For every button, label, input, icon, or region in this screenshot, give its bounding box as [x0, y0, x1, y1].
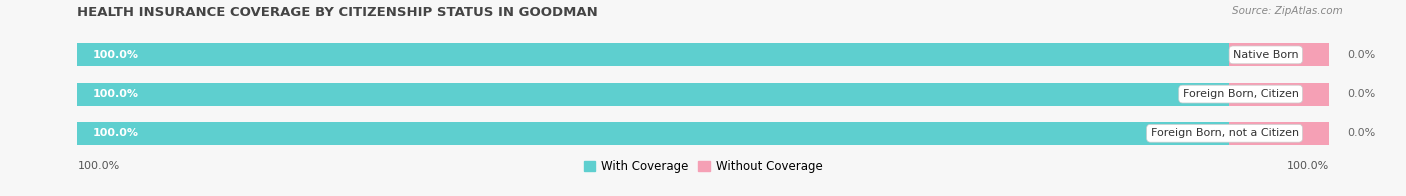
Bar [1229, 44, 1329, 66]
Text: HEALTH INSURANCE COVERAGE BY CITIZENSHIP STATUS IN GOODMAN: HEALTH INSURANCE COVERAGE BY CITIZENSHIP… [77, 6, 598, 19]
Bar [1229, 83, 1329, 105]
Text: 100.0%: 100.0% [93, 128, 138, 138]
Bar [77, 122, 1329, 145]
Text: Foreign Born, Citizen: Foreign Born, Citizen [1182, 89, 1299, 99]
Bar [77, 83, 1329, 105]
Bar [77, 44, 1329, 66]
Text: 100.0%: 100.0% [93, 50, 138, 60]
Text: 100.0%: 100.0% [77, 161, 120, 171]
Text: 0.0%: 0.0% [1347, 50, 1375, 60]
Legend: With Coverage, Without Coverage: With Coverage, Without Coverage [581, 157, 825, 175]
Bar [77, 83, 1329, 105]
Bar [77, 122, 1329, 145]
Text: 100.0%: 100.0% [93, 89, 138, 99]
Bar [1229, 122, 1329, 145]
Text: Foreign Born, not a Citizen: Foreign Born, not a Citizen [1150, 128, 1299, 138]
Text: 100.0%: 100.0% [1286, 161, 1329, 171]
Text: 0.0%: 0.0% [1347, 89, 1375, 99]
Bar [77, 44, 1329, 66]
Text: 0.0%: 0.0% [1347, 128, 1375, 138]
Text: Source: ZipAtlas.com: Source: ZipAtlas.com [1232, 6, 1343, 16]
Text: Native Born: Native Born [1233, 50, 1299, 60]
